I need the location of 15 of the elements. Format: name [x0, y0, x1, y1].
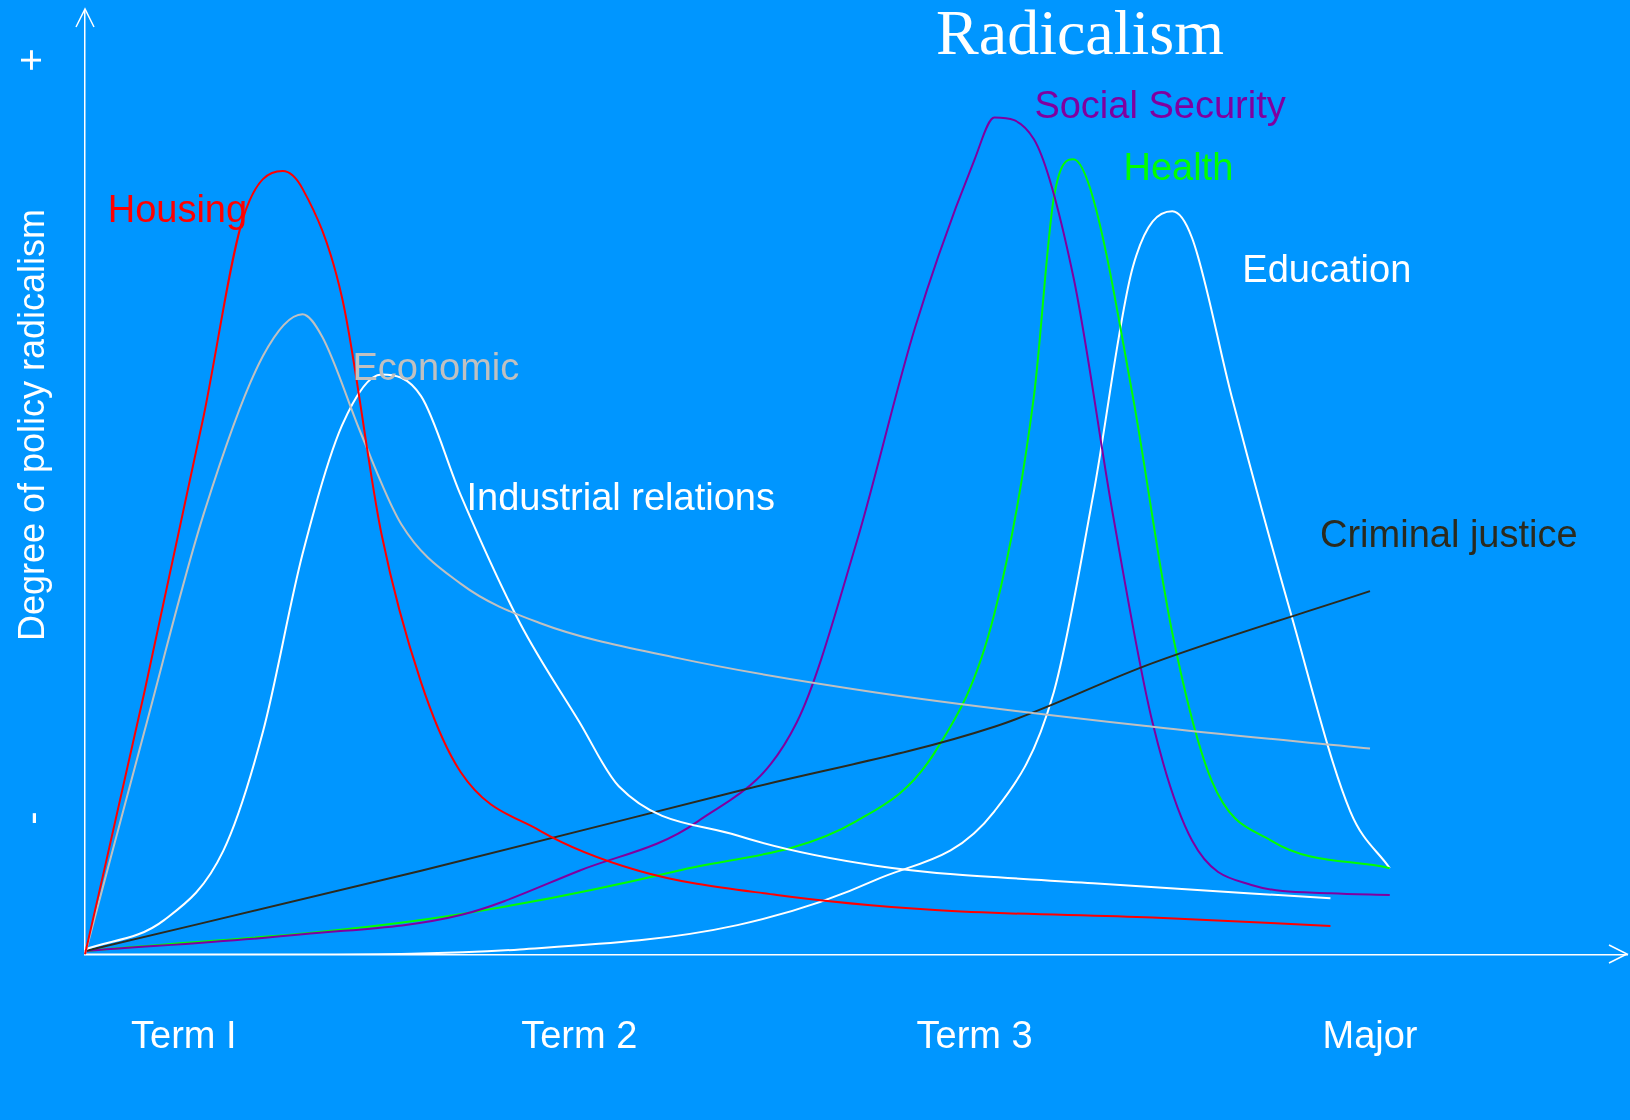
- series-label: Social Security: [1034, 83, 1286, 126]
- y-axis-title: Degree of policy radicalism: [10, 208, 52, 642]
- x-tick-label: Term I: [131, 1013, 237, 1056]
- series-label: Housing: [107, 187, 248, 230]
- x-tick-label: Term 2: [521, 1013, 638, 1056]
- series-label: Economic: [352, 345, 520, 388]
- chart-title: Radicalism: [935, 0, 1225, 70]
- series-label: Criminal justice: [1320, 512, 1578, 555]
- series-label: Education: [1242, 247, 1412, 290]
- x-tick-label: Term 3: [916, 1013, 1033, 1056]
- series-label: Industrial relations: [466, 475, 775, 518]
- text: -: [9, 811, 54, 825]
- x-tick-label: Major: [1322, 1013, 1418, 1056]
- series-label: Health: [1123, 145, 1234, 188]
- text: +: [9, 48, 54, 72]
